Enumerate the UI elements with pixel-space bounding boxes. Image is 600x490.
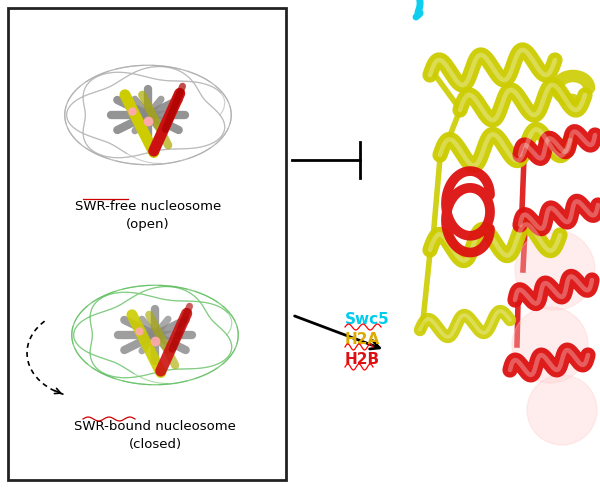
- Text: H2A: H2A: [345, 333, 380, 347]
- Text: (open): (open): [126, 218, 170, 231]
- Circle shape: [527, 375, 597, 445]
- Text: SWR-free nucleosome: SWR-free nucleosome: [75, 200, 221, 213]
- Text: Swc5: Swc5: [345, 313, 390, 327]
- Bar: [8, 8, 286, 480]
- Text: H2B: H2B: [345, 352, 380, 368]
- Text: SWR-bound nucleosome: SWR-bound nucleosome: [74, 420, 236, 433]
- Circle shape: [515, 230, 595, 310]
- Text: (closed): (closed): [128, 438, 182, 451]
- Circle shape: [512, 307, 588, 383]
